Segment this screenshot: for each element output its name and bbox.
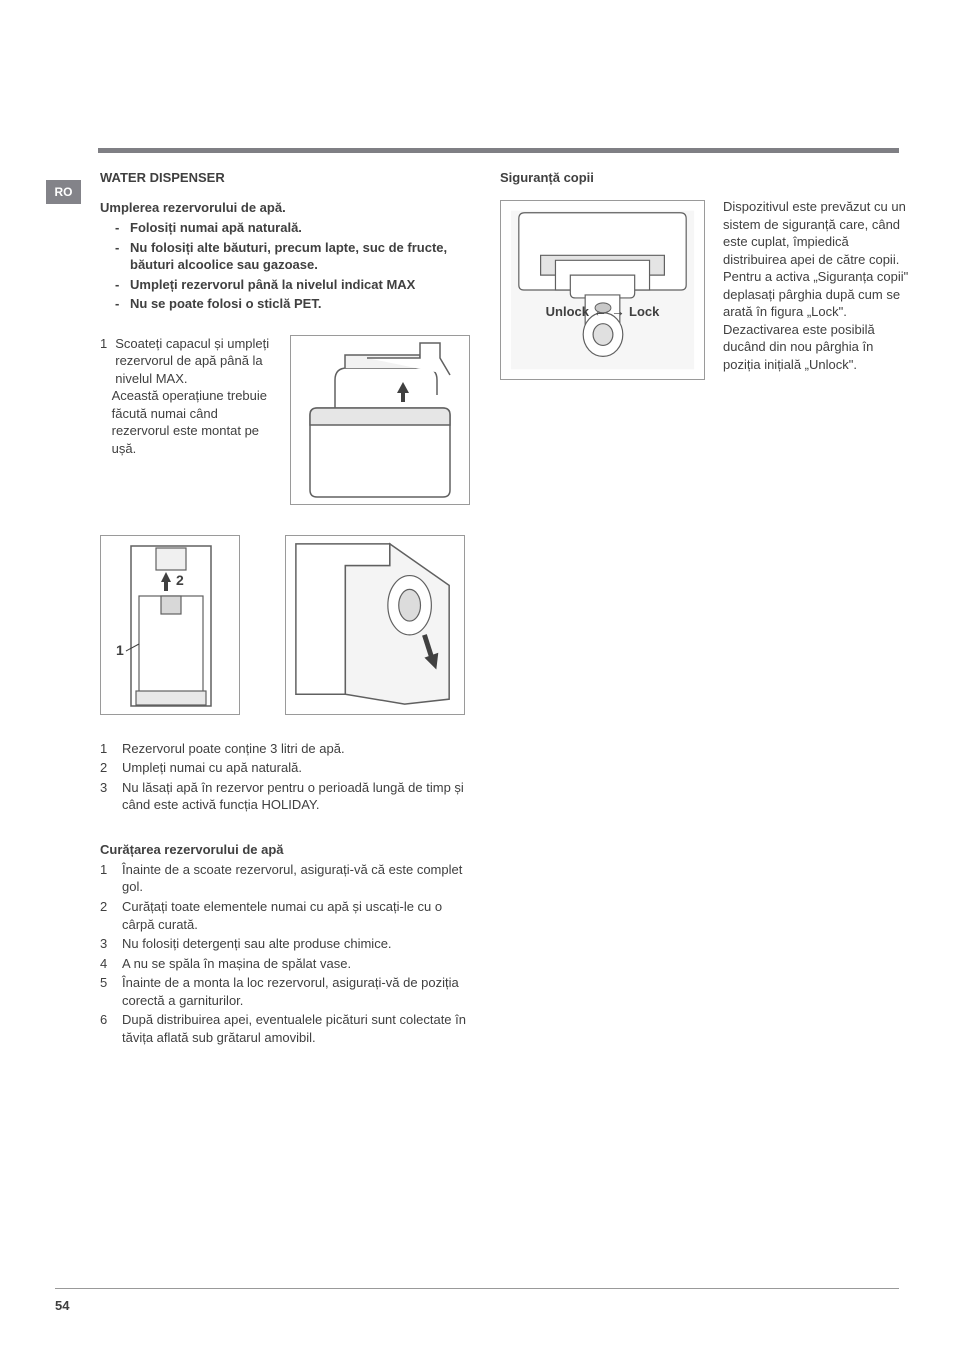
- cleaning-item: 2 Curățați toate elementele numai cu apă…: [100, 898, 470, 933]
- cleaning-num: 1: [100, 861, 112, 896]
- cleaning-num: 3: [100, 935, 112, 953]
- arrow-left-icon: ←: [593, 303, 607, 319]
- right-column-figure: Siguranță copii Unlock ← →: [500, 170, 705, 1048]
- top-divider: [98, 148, 899, 153]
- cleaning-list: 1 Înainte de a scoate rezervorul, asigur…: [100, 861, 470, 1046]
- figure-reservoir-open: [290, 335, 470, 505]
- note-num: 3: [100, 779, 112, 814]
- cleaning-section: Curățarea rezervorului de apă 1 Înainte …: [100, 842, 470, 1046]
- language-tab: RO: [46, 180, 81, 204]
- fill-bullet-list: Folosiți numai apă naturală. Nu folosiți…: [100, 219, 470, 313]
- reservoir-open-illustration: [295, 340, 465, 500]
- cleaning-text: Înainte de a scoate rezervorul, asiguraț…: [122, 861, 470, 896]
- figure-callout-2: 2: [176, 572, 184, 588]
- note-item: 3 Nu lăsați apă în rezervor pentru o per…: [100, 779, 470, 814]
- child-safety-title: Siguranță copii: [500, 170, 705, 185]
- cleaning-num: 2: [100, 898, 112, 933]
- fill-bullet: Nu folosiți alte băuturi, precum lapte, …: [100, 239, 470, 274]
- cleaning-num: 4: [100, 955, 112, 973]
- cleaning-text: După distribuirea apei, eventualele pică…: [122, 1011, 470, 1046]
- fill-bullet: Umpleți rezervorul până la nivelul indic…: [100, 276, 470, 294]
- fill-bullet: Nu se poate folosi o sticlă PET.: [100, 295, 470, 313]
- cleaning-text: A nu se spăla în mașina de spălat vase.: [122, 955, 351, 973]
- right-column: Siguranță copii Unlock ← →: [500, 170, 910, 1048]
- step-1-text: 1 Scoateți capacul și umpleți rezervorul…: [100, 335, 270, 505]
- cleaning-num: 5: [100, 974, 112, 1009]
- page-number: 54: [55, 1298, 69, 1313]
- lock-labels: Unlock ← → Lock: [501, 303, 704, 319]
- fill-bullet: Folosiți numai apă naturală.: [100, 219, 470, 237]
- note-num: 2: [100, 759, 112, 777]
- lock-mechanism-illustration: [501, 200, 704, 380]
- arrow-right-icon: →: [611, 303, 625, 319]
- child-safety-text: Dispozitivul este prevăzut cu un sistem …: [723, 170, 910, 1048]
- unlock-label: Unlock: [546, 304, 589, 319]
- note-text: Rezervorul poate conține 3 litri de apă.: [122, 740, 345, 758]
- safety-paragraph: Dispozitivul este prevăzut cu un sistem …: [723, 198, 910, 373]
- step-1-spacer: [100, 387, 104, 457]
- note-num: 1: [100, 740, 112, 758]
- fill-reservoir-title: Umplerea rezervorului de apă.: [100, 200, 470, 215]
- notes-list: 1 Rezervorul poate conține 3 litri de ap…: [100, 740, 470, 814]
- figure-callout-1: 1: [116, 642, 124, 658]
- cleaning-item: 5 Înainte de a monta la loc rezervorul, …: [100, 974, 470, 1009]
- figures-row: 1 2: [100, 535, 470, 715]
- cleaning-text: Înainte de a monta la loc rezervorul, as…: [122, 974, 470, 1009]
- step-1-note: Această operațiune trebuie făcută numai …: [112, 387, 270, 457]
- figure-lock-mechanism: Unlock ← → Lock: [500, 200, 705, 380]
- dispenser-front-illustration: [101, 536, 241, 716]
- cleaning-title: Curățarea rezervorului de apă: [100, 842, 470, 857]
- cleaning-num: 6: [100, 1011, 112, 1046]
- water-dispenser-title: WATER DISPENSER: [100, 170, 470, 185]
- figure-dispenser-front: 1 2: [100, 535, 240, 715]
- cleaning-item: 1 Înainte de a scoate rezervorul, asigur…: [100, 861, 470, 896]
- note-item: 1 Rezervorul poate conține 3 litri de ap…: [100, 740, 470, 758]
- note-text: Nu lăsați apă în rezervor pentru o perio…: [122, 779, 470, 814]
- step-1-row: 1 Scoateți capacul și umpleți rezervorul…: [100, 335, 470, 505]
- cleaning-text: Nu folosiți detergenți sau alte produse …: [122, 935, 392, 953]
- note-item: 2 Umpleți numai cu apă naturală.: [100, 759, 470, 777]
- bottom-divider: [55, 1288, 899, 1289]
- cleaning-item: 6 După distribuirea apei, eventualele pi…: [100, 1011, 470, 1046]
- figure-dispenser-detail: [285, 535, 465, 715]
- step-1-number: 1: [100, 335, 107, 388]
- content-columns: WATER DISPENSER Umplerea rezervorului de…: [100, 170, 899, 1048]
- dispenser-detail-illustration: [286, 535, 464, 715]
- left-column: WATER DISPENSER Umplerea rezervorului de…: [100, 170, 470, 1048]
- cleaning-item: 3 Nu folosiți detergenți sau alte produs…: [100, 935, 470, 953]
- cleaning-text: Curățați toate elementele numai cu apă ș…: [122, 898, 470, 933]
- note-text: Umpleți numai cu apă naturală.: [122, 759, 302, 777]
- lock-label: Lock: [629, 304, 659, 319]
- cleaning-item: 4 A nu se spăla în mașina de spălat vase…: [100, 955, 470, 973]
- step-1-body: Scoateți capacul și umpleți rezervorul d…: [115, 335, 270, 388]
